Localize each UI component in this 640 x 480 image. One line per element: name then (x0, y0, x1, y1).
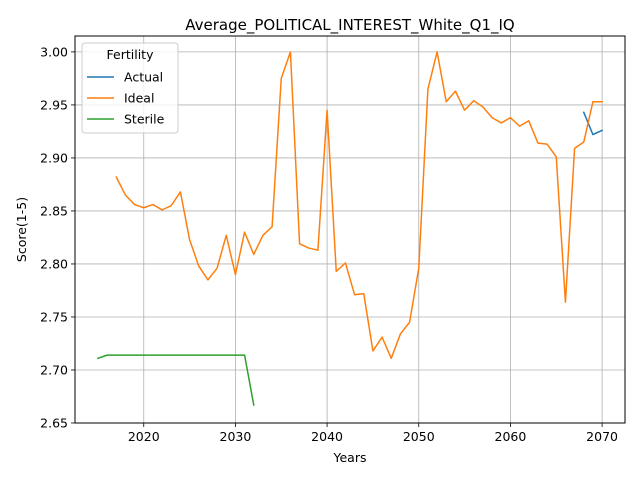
chart-title: Average_POLITICAL_INTEREST_White_Q1_IQ (185, 16, 514, 35)
legend: Fertility Actual Ideal Sterile (82, 43, 178, 133)
y-tick-label: 2.75 (40, 309, 68, 324)
legend-label-actual: Actual (124, 70, 163, 85)
x-tick-label: 2070 (586, 429, 618, 444)
y-tick-label: 2.85 (40, 203, 68, 218)
y-tick-label: 2.80 (40, 256, 68, 271)
x-tick-label: 2020 (128, 429, 160, 444)
x-axis-label: Years (333, 450, 367, 465)
x-tick-label: 2030 (220, 429, 252, 444)
legend-label-sterile: Sterile (124, 112, 165, 127)
x-tick-label: 2050 (403, 429, 435, 444)
x-tick-label: 2060 (495, 429, 527, 444)
y-tick-label: 2.95 (40, 97, 68, 112)
y-axis-label: Score(1-5) (14, 197, 29, 262)
y-tick-label: 2.70 (40, 362, 68, 377)
x-tick-label: 2040 (311, 429, 343, 444)
y-tick-label: 3.00 (40, 44, 68, 59)
legend-label-ideal: Ideal (124, 91, 154, 106)
y-tick-label: 2.65 (40, 416, 68, 431)
legend-title: Fertility (107, 47, 155, 62)
y-tick-label: 2.90 (40, 150, 68, 165)
